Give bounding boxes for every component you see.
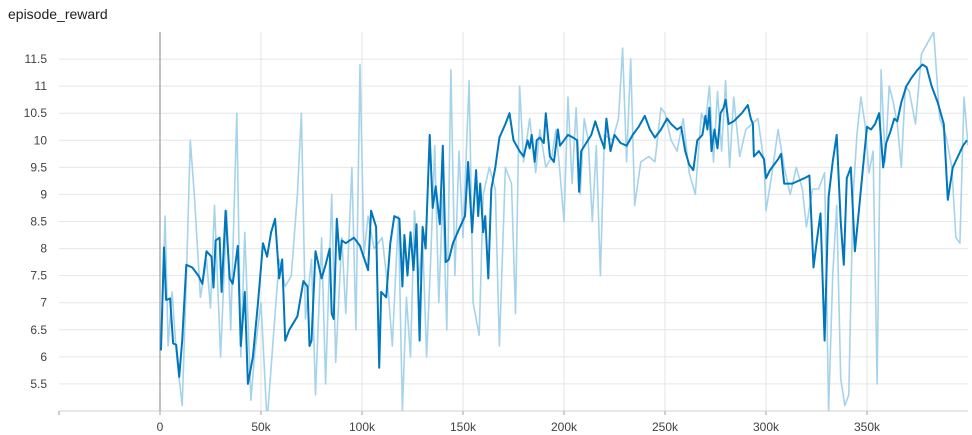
smoothed-series-line [160,63,968,385]
series-layer [160,32,968,411]
y-tick-label: 7.5 [30,269,47,283]
x-tick-label: 350k [854,420,881,434]
x-tick-label: 150k [450,420,477,434]
axes [58,32,968,415]
y-tick-label: 10.5 [24,106,48,120]
y-tick-label: 11 [35,79,48,93]
y-tick-label: 6.5 [30,323,47,337]
x-tick-label: 200k [551,420,578,434]
x-tick-label: 100k [349,420,376,434]
y-tick-label: 8.5 [30,215,47,229]
tick-labels: 5.5 6 6.5 7 7.5 8 8.5 9 9.5 10 10.5 11 11.5 0 50k 100k 1… [24,52,881,434]
x-tick-label: 250k [652,420,679,434]
x-tick-label: 50k [251,420,271,434]
raw-series-line [160,32,968,411]
y-tick-label: 5.5 [30,377,47,391]
x-tick-label: 300k [753,420,780,434]
y-tick-label: 11.5 [25,52,48,66]
y-tick-label: 8 [40,242,47,256]
y-tick-label: 10 [34,133,48,147]
y-tick-label: 9.5 [30,160,47,174]
chart-title: episode_reward [8,6,108,22]
y-tick-label: 6 [40,350,47,364]
y-tick-label: 9 [40,187,47,201]
y-tick-label: 7 [40,296,47,310]
x-tick-label: 0 [157,420,164,434]
